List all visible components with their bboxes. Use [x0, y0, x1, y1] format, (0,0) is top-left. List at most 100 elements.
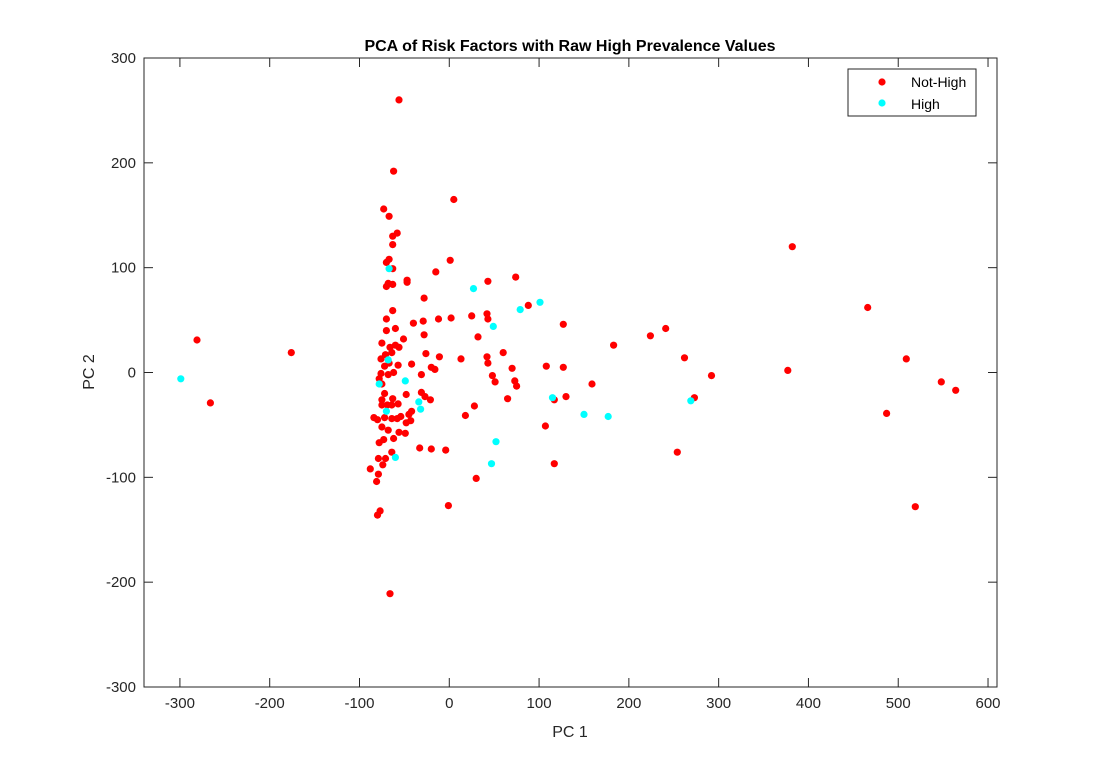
x-tick-label: 300	[706, 695, 731, 712]
point-not-high	[373, 477, 381, 486]
point-not-high	[902, 355, 910, 363]
point-not-high	[937, 378, 945, 386]
point-not-high	[550, 460, 558, 468]
legend-marker-not-high	[878, 78, 886, 86]
point-not-high	[419, 317, 427, 325]
x-tick-label: 100	[527, 695, 552, 712]
point-not-high	[193, 336, 201, 344]
point-not-high	[390, 434, 398, 443]
point-not-high	[402, 390, 410, 399]
point-not-high	[381, 362, 389, 370]
point-not-high	[427, 445, 435, 453]
point-not-high	[382, 315, 390, 323]
point-high	[548, 394, 557, 402]
x-tick-label: 200	[616, 695, 641, 712]
point-not-high	[784, 366, 792, 374]
point-not-high	[384, 426, 392, 434]
point-not-high	[417, 371, 425, 379]
point-not-high	[408, 360, 416, 368]
x-tick-label: 0	[445, 695, 453, 712]
y-axis-label: PC 2	[81, 354, 98, 390]
point-not-high	[457, 355, 465, 363]
point-not-high	[491, 378, 499, 386]
point-not-high	[474, 333, 482, 341]
point-not-high	[405, 410, 413, 418]
y-tick-label: -100	[106, 469, 136, 486]
point-not-high	[662, 324, 670, 333]
point-high	[375, 380, 383, 388]
point-not-high	[388, 415, 396, 423]
y-tick-label: -200	[106, 574, 136, 591]
point-not-high	[389, 395, 397, 403]
point-high	[385, 265, 393, 273]
point-high	[604, 412, 612, 421]
point-high	[536, 298, 544, 306]
point-not-high	[864, 303, 872, 312]
point-not-high	[450, 195, 458, 204]
point-not-high	[401, 429, 409, 437]
legend-box	[847, 68, 977, 117]
point-high	[492, 438, 500, 446]
legend-marker-high	[878, 99, 886, 107]
point-not-high	[395, 428, 403, 436]
point-not-high	[420, 331, 428, 339]
point-not-high	[381, 414, 389, 422]
point-not-high	[389, 307, 397, 315]
point-not-high	[375, 439, 383, 447]
point-not-high	[432, 268, 440, 276]
point-not-high	[461, 411, 469, 420]
point-not-high	[389, 280, 397, 288]
point-not-high	[444, 502, 452, 510]
point-not-high	[431, 365, 439, 373]
point-not-high	[588, 380, 596, 388]
points-layer	[177, 96, 960, 598]
point-not-high	[883, 409, 891, 417]
point-not-high	[287, 349, 295, 357]
x-axis-label: PC 1	[552, 724, 588, 741]
point-not-high	[374, 454, 382, 463]
point-not-high	[373, 511, 382, 519]
point-high	[580, 410, 588, 418]
point-not-high	[390, 167, 398, 175]
point-not-high	[512, 273, 520, 281]
point-not-high	[394, 400, 402, 408]
point-not-high	[524, 301, 532, 309]
x-tick-label: -300	[165, 695, 195, 712]
point-not-high	[504, 395, 512, 403]
point-high	[177, 375, 185, 383]
point-not-high	[435, 353, 443, 361]
point-not-high	[707, 372, 716, 380]
x-tick-label: -200	[255, 695, 285, 712]
point-not-high	[382, 327, 390, 335]
point-not-high	[488, 372, 496, 380]
plot-area	[144, 58, 997, 687]
point-not-high	[409, 319, 417, 327]
point-not-high	[385, 212, 393, 220]
point-not-high	[508, 364, 516, 372]
point-not-high	[446, 256, 454, 264]
point-not-high	[397, 412, 405, 421]
legend-label-not-high: Not-High	[911, 74, 966, 90]
point-not-high	[680, 354, 689, 362]
point-not-high	[377, 355, 385, 363]
x-tick-label: -100	[344, 695, 374, 712]
point-not-high	[378, 401, 386, 409]
point-not-high	[541, 422, 550, 430]
point-not-high	[416, 444, 424, 452]
y-axis-ticks: -300 -200 -100 0 100 200 300	[106, 50, 997, 696]
point-not-high	[434, 315, 443, 323]
point-high	[417, 405, 425, 413]
point-not-high	[483, 353, 491, 361]
point-not-high	[381, 454, 390, 463]
point-not-high	[468, 312, 476, 320]
point-not-high	[382, 282, 390, 291]
y-tick-label: 100	[111, 260, 136, 277]
y-tick-label: 200	[111, 155, 136, 172]
point-high	[382, 407, 390, 415]
point-not-high	[395, 96, 403, 104]
point-not-high	[559, 363, 567, 371]
point-not-high	[388, 401, 396, 409]
point-not-high	[559, 320, 567, 328]
point-not-high	[394, 361, 402, 369]
